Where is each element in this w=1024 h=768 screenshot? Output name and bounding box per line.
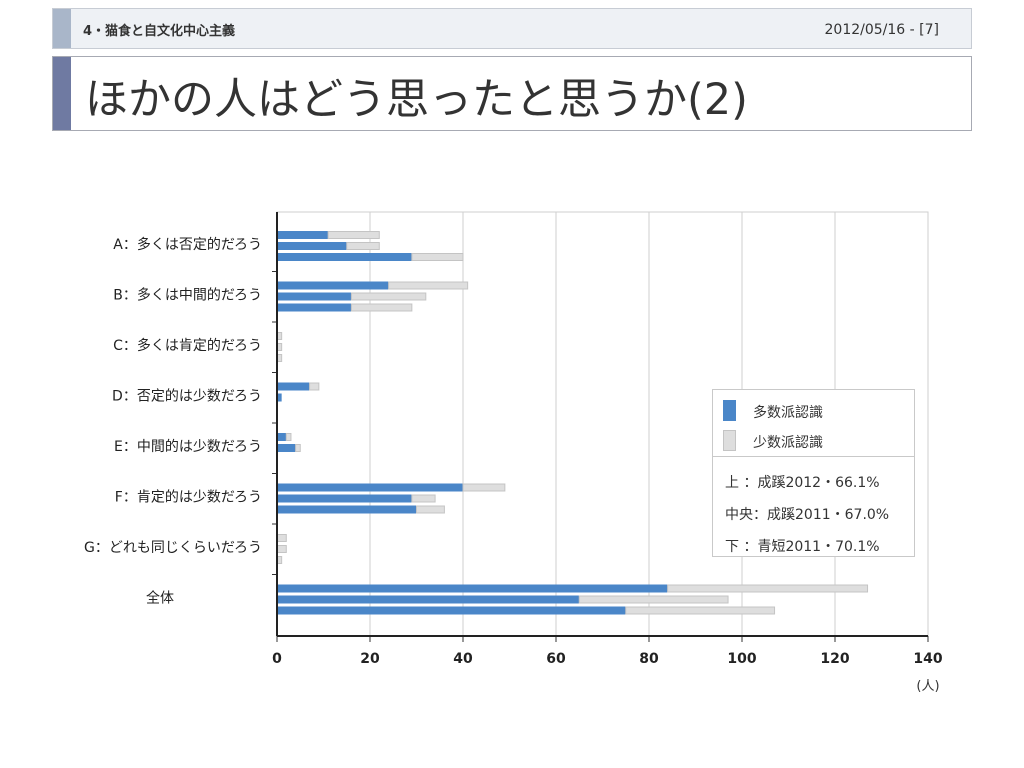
- bar-majority: [277, 494, 412, 503]
- bar-majority: [277, 505, 417, 514]
- x-tick-label: 0: [272, 651, 282, 667]
- bar-minority: [276, 534, 287, 542]
- bar-minority: [346, 242, 380, 250]
- category-label: A：多くは否定的だろう: [113, 236, 262, 253]
- bar-minority: [285, 433, 292, 441]
- bar-minority: [295, 444, 301, 452]
- category-label: G：どれも同じくらいだろう: [84, 540, 262, 556]
- x-tick-label: 120: [820, 651, 849, 667]
- header-accent: [53, 9, 71, 48]
- legend-note-bottom: 下 ：青短2011・70.1%: [725, 539, 880, 555]
- bar-majority: [277, 606, 626, 615]
- legend-divider: [713, 456, 914, 457]
- legend-note-middle: 中央：成蹊2011・67.0%: [725, 507, 890, 523]
- bar-minority: [388, 281, 469, 290]
- bar-minority: [411, 253, 464, 261]
- bar-minority: [327, 231, 380, 239]
- bar-minority: [625, 606, 776, 615]
- bar-minority: [309, 382, 320, 391]
- bar-minority: [350, 292, 427, 301]
- category-label: 全体: [146, 590, 174, 607]
- title-accent: [53, 57, 71, 130]
- chart-legend: 多数派認識 少数派認識 上 ：成蹊2012・66.1% 中央：成蹊2011・67…: [712, 389, 915, 557]
- bar-majority: [277, 393, 282, 402]
- category-label: D：否定的は少数だろう: [112, 389, 262, 405]
- category-label: B：多くは中間的だろう: [113, 287, 262, 304]
- title-bar: ほかの人はどう思ったと思うか(2): [52, 56, 972, 131]
- category-label: F：肯定的は少数だろう: [115, 490, 262, 506]
- bar-majority: [277, 483, 463, 492]
- legend-swatch-minority: [723, 430, 736, 451]
- bar-majority: [277, 444, 296, 452]
- page-title: ほかの人はどう思ったと思うか(2): [85, 75, 748, 125]
- x-tick-label: 100: [727, 651, 756, 667]
- bar-minority: [276, 545, 287, 553]
- legend-label-majority: 多数派認識: [753, 405, 823, 421]
- bar-majority: [277, 433, 287, 441]
- x-tick-label: 60: [546, 651, 566, 667]
- bar-majority: [277, 595, 580, 604]
- legend-label-minority: 少数派認識: [753, 435, 823, 451]
- bar-majority: [277, 584, 668, 593]
- legend-swatch-majority: [723, 400, 736, 421]
- slide-date: 2012/05/16 - [7]: [824, 22, 939, 38]
- x-tick-label: 40: [453, 651, 473, 667]
- bar-majority: [277, 242, 347, 250]
- bar-minority: [667, 584, 869, 593]
- bar-majority: [277, 292, 352, 301]
- category-label: E：中間的は少数だろう: [114, 439, 262, 455]
- bar-minority: [462, 483, 506, 492]
- bar-minority: [416, 505, 445, 514]
- section-header: 4・猫食と自文化中心主義 2012/05/16 - [7]: [52, 8, 972, 49]
- bar-majority: [277, 382, 310, 391]
- x-tick-label: 20: [360, 651, 380, 667]
- bar-minority: [350, 303, 413, 312]
- legend-note-top: 上 ：成蹊2012・66.1%: [725, 475, 880, 491]
- bar-majority: [277, 231, 329, 239]
- bar-minority: [411, 494, 436, 503]
- x-tick-label: 140: [913, 651, 942, 667]
- x-unit-label: (人): [916, 679, 939, 694]
- x-tick-label: 80: [639, 651, 659, 667]
- bar-majority: [277, 303, 352, 312]
- section-label: 4・猫食と自文化中心主義: [83, 24, 236, 39]
- bar-minority: [578, 595, 729, 604]
- bar-majority: [277, 253, 412, 261]
- category-label: C：多くは肯定的だろう: [113, 337, 262, 354]
- bar-majority: [277, 281, 389, 290]
